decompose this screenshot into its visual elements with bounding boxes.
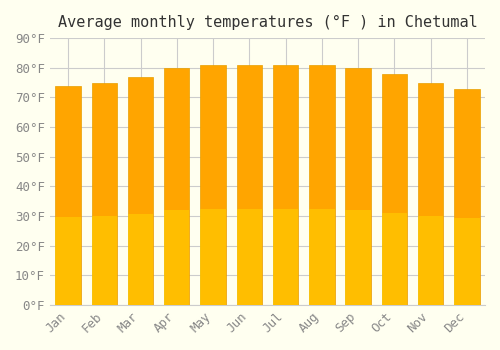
Bar <box>273 65 298 305</box>
Bar <box>128 77 153 305</box>
Bar <box>164 210 190 305</box>
Bar <box>418 83 444 305</box>
Bar <box>164 68 190 305</box>
Bar <box>309 209 334 305</box>
Bar <box>236 209 262 305</box>
Bar <box>128 214 153 305</box>
Title: Average monthly temperatures (°F ) in Chetumal: Average monthly temperatures (°F ) in Ch… <box>58 15 478 30</box>
Bar <box>454 218 479 305</box>
Bar <box>346 68 371 305</box>
Bar <box>382 74 407 305</box>
Bar <box>200 209 226 305</box>
Bar <box>309 65 334 305</box>
Bar <box>454 89 479 305</box>
Bar <box>236 65 262 305</box>
Bar <box>56 217 80 305</box>
Bar <box>346 210 371 305</box>
Bar <box>92 83 117 305</box>
Bar <box>200 65 226 305</box>
Bar <box>273 209 298 305</box>
Bar <box>382 212 407 305</box>
Bar <box>418 216 444 305</box>
Bar <box>92 216 117 305</box>
Bar <box>56 86 80 305</box>
